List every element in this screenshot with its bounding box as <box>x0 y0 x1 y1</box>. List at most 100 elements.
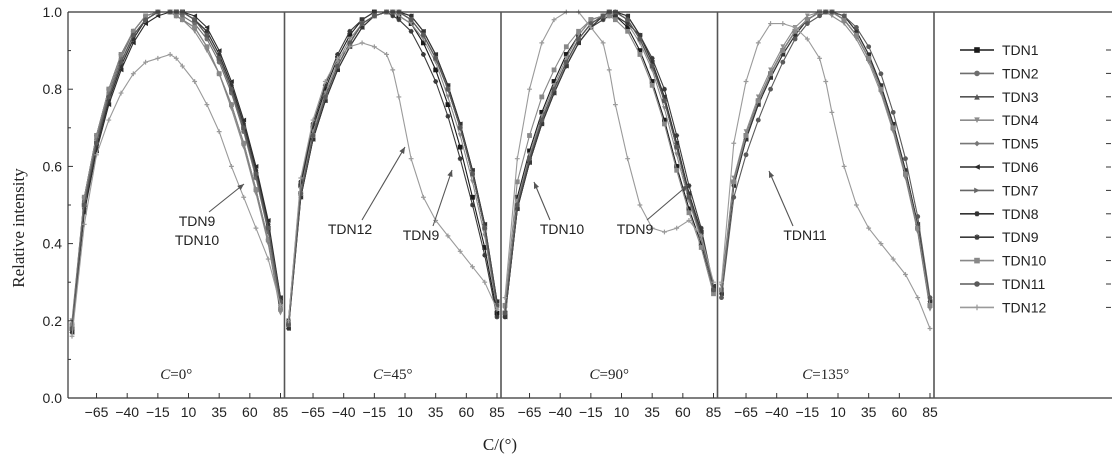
annotation-label: TDN12 <box>328 221 373 237</box>
series-line <box>720 23 931 329</box>
data-point <box>278 302 283 308</box>
data-point <box>81 221 87 227</box>
annotation-4: TDN10 <box>533 181 584 237</box>
arrow-head <box>237 184 244 191</box>
data-point <box>322 86 328 92</box>
data-point <box>890 109 896 115</box>
data-point <box>241 140 247 146</box>
arrow-head <box>681 185 688 192</box>
data-point <box>637 32 643 38</box>
series-line <box>504 11 715 298</box>
panel-label: C=45° <box>373 367 412 383</box>
legend-item-tdn10: TDN10 <box>960 253 1111 269</box>
data-point <box>310 133 316 138</box>
data-point <box>445 233 451 239</box>
data-point <box>698 241 704 246</box>
legend-item-tdn12: TDN12 <box>960 299 1111 315</box>
series-tdn6-panel-2 <box>286 9 500 331</box>
series-tdn1-panel-3 <box>502 9 716 316</box>
data-point <box>662 121 667 127</box>
data-point <box>204 32 210 38</box>
x-tick-label: 85 <box>922 404 938 420</box>
x-tick-label: −40 <box>115 404 139 420</box>
arrow-head <box>447 170 453 177</box>
data-point <box>241 117 247 123</box>
y-axis-title: Relative intensity <box>9 168 28 288</box>
annotation-3: TDN9 <box>403 169 453 243</box>
data-point <box>408 28 414 34</box>
data-point <box>539 113 545 119</box>
data-point <box>890 256 896 262</box>
data-point <box>118 67 124 73</box>
data-point <box>674 133 680 138</box>
data-point <box>408 156 414 162</box>
legend-label: TDN3 <box>1002 89 1039 105</box>
data-point <box>674 167 680 173</box>
data-point <box>253 187 259 192</box>
data-point <box>421 40 426 46</box>
data-point <box>780 59 786 65</box>
data-point <box>768 86 773 92</box>
series-line <box>71 53 282 337</box>
legend-marker <box>974 94 980 100</box>
data-point <box>731 179 737 185</box>
data-point <box>286 326 291 331</box>
legend-item-tdn6: TDN6 <box>960 159 1111 175</box>
data-point <box>310 125 316 131</box>
series-tdn12-panel-2 <box>286 40 500 324</box>
data-point <box>229 164 234 169</box>
legend: TDN1 TDN2 TDN3 TDN4 TDN5 TDN6 TDN7 TDN8 TDN9 TDN1… <box>960 42 1111 315</box>
data-point <box>278 306 283 312</box>
data-point <box>118 90 124 96</box>
data-point <box>482 252 488 258</box>
data-point <box>514 194 520 200</box>
data-point <box>253 171 259 177</box>
data-point <box>711 291 716 297</box>
data-point <box>551 79 557 84</box>
data-point <box>866 55 872 61</box>
data-point <box>829 13 835 19</box>
legend-marker <box>974 117 980 123</box>
data-point <box>173 55 179 61</box>
data-point <box>494 310 500 316</box>
series-line <box>720 11 931 306</box>
data-point <box>674 225 680 231</box>
data-point <box>396 13 402 19</box>
legend-marker <box>974 281 980 287</box>
series-line <box>720 11 931 306</box>
legend-label: TDN7 <box>1002 182 1039 198</box>
y-tick-label: 0.2 <box>43 313 63 329</box>
data-point <box>229 86 234 92</box>
series-line <box>504 11 715 314</box>
data-point <box>433 55 439 61</box>
legend-item-tdn4: TDN4 <box>960 112 1111 128</box>
legend-label: TDN9 <box>1002 229 1039 245</box>
data-point <box>179 63 185 69</box>
data-point <box>662 229 667 235</box>
x-tick-label: −65 <box>301 404 325 420</box>
data-point <box>527 148 532 154</box>
data-point <box>743 79 749 84</box>
data-point <box>878 71 884 77</box>
series-line <box>720 11 931 306</box>
series-line <box>287 11 498 321</box>
data-point <box>841 17 847 23</box>
data-point <box>563 44 569 50</box>
data-point <box>551 86 557 92</box>
annotation-arrow <box>646 184 689 221</box>
data-point <box>457 125 463 131</box>
data-point <box>421 29 426 34</box>
data-point <box>494 306 500 312</box>
data-point <box>588 25 594 30</box>
data-point <box>711 279 716 285</box>
series-line <box>504 11 715 314</box>
data-point <box>216 48 222 53</box>
data-point <box>527 160 532 165</box>
x-tick-label: −65 <box>734 404 758 420</box>
data-point <box>563 63 569 69</box>
series-tdn5-panel-3 <box>502 9 716 316</box>
data-point <box>662 86 667 92</box>
data-point <box>265 218 271 223</box>
data-point <box>390 67 396 73</box>
data-point <box>192 79 198 84</box>
